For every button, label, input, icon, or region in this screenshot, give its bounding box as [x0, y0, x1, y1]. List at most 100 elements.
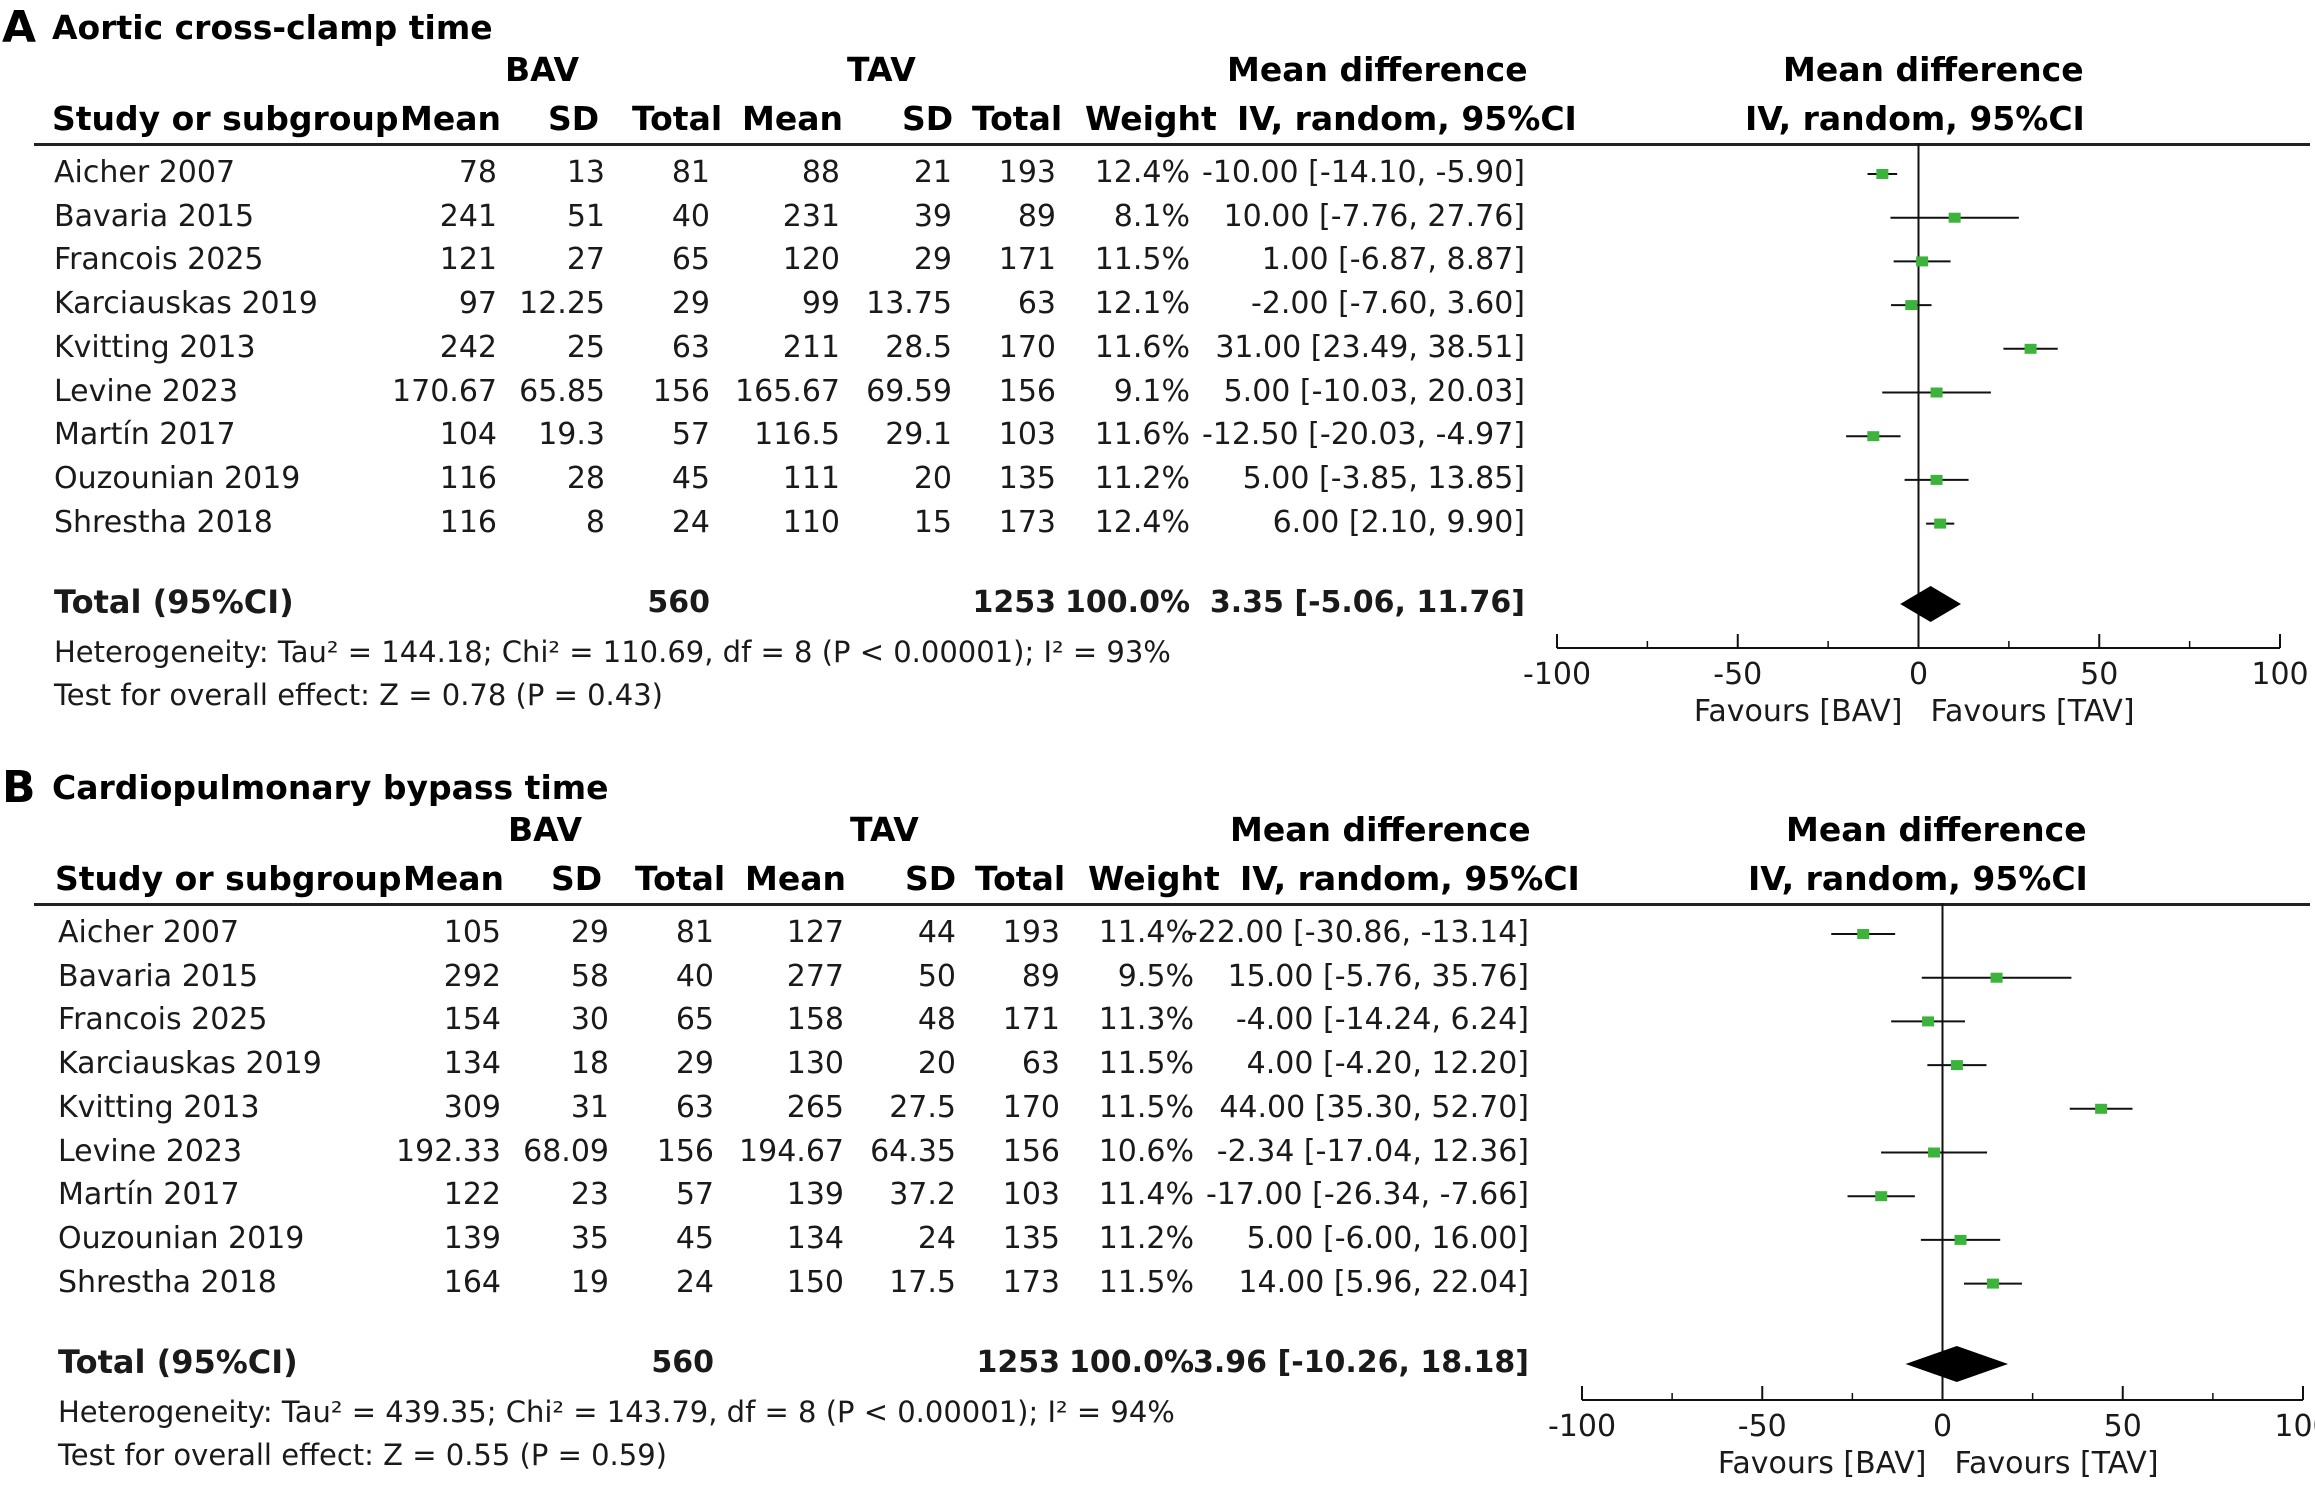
cell-tav-sd: 29.1	[885, 417, 952, 453]
cell-tav-sd: 17.5	[889, 1264, 956, 1300]
cell-tav-sd: 50	[917, 958, 956, 994]
x-tick-label: -100	[1548, 1409, 1616, 1444]
cell-weight: 9.5%	[1117, 958, 1194, 994]
study-column-header: Study or subgroup	[52, 99, 399, 138]
md-subheader-table: IV, random, 95%CI	[1237, 99, 1577, 138]
cell-tav-total: 156	[1002, 1133, 1060, 1169]
cell-bav-mean: 241	[439, 198, 497, 234]
x-tick-label: 0	[1933, 1409, 1952, 1444]
favours-left-label: Favours [BAV]	[1694, 694, 1903, 729]
bav-total-header: Total	[632, 99, 723, 138]
effect-marker	[1950, 1060, 1963, 1071]
overall-effect-text: Test for overall effect: Z = 0.55 (P = 0…	[58, 1438, 667, 1472]
cell-ci-text: 10.00 [-7.76, 27.76]	[1223, 198, 1525, 234]
cell-ci-text: -17.00 [-26.34, -7.66]	[1205, 1177, 1529, 1213]
cell-ci-text: -2.00 [-7.60, 3.60]	[1250, 286, 1525, 322]
study-column-header: Study or subgroup	[55, 859, 402, 898]
cell-weight: 11.5%	[1098, 1089, 1194, 1125]
cell-tav-sd: 27.5	[889, 1089, 956, 1125]
cell-tav-total: 173	[998, 504, 1056, 540]
cell-tav-mean: 111	[782, 460, 840, 496]
cell-tav-mean: 277	[786, 958, 844, 994]
panel-letter: B	[2, 762, 36, 813]
cell-bav-mean: 121	[439, 242, 497, 278]
x-tick-label: 50	[2080, 657, 2118, 692]
cell-bav-sd: 13	[566, 155, 605, 190]
x-tick-label: -50	[1738, 1409, 1787, 1444]
cell-bav-mean: 192.33	[396, 1133, 501, 1169]
cell-bav-sd: 35	[570, 1220, 609, 1256]
cell-bav-total: 57	[675, 1177, 714, 1213]
effect-marker	[2095, 1103, 2108, 1114]
favours-right-label: Favours [TAV]	[1955, 1446, 2159, 1481]
cell-weight: 10.6%	[1098, 1133, 1194, 1169]
group1-header: BAV	[505, 50, 579, 89]
bav-total-header: Total	[635, 859, 726, 898]
md-subheader-plot: IV, random, 95%CI	[1748, 859, 2088, 898]
tav-total-header: Total	[972, 99, 1063, 138]
total-weight: 100.0%	[1065, 585, 1190, 620]
total-ci-text: 3.96 [-10.26, 18.18]	[1193, 1345, 1529, 1380]
cell-ci-text: -10.00 [-14.10, -5.90]	[1201, 155, 1525, 190]
study-name: Aicher 2007	[54, 155, 236, 190]
cell-ci-text: 5.00 [-3.85, 13.85]	[1242, 460, 1525, 496]
cell-bav-sd: 58	[570, 958, 609, 994]
cell-bav-mean: 170.67	[392, 373, 497, 409]
cell-bav-mean: 139	[443, 1220, 501, 1256]
cell-bav-total: 81	[675, 915, 714, 950]
cell-weight: 12.4%	[1094, 504, 1190, 540]
cell-ci-text: 5.00 [-10.03, 20.03]	[1223, 373, 1525, 409]
effect-marker	[1875, 1191, 1888, 1202]
total-tav-total: 1253	[972, 585, 1057, 620]
cell-bav-sd: 8	[585, 504, 605, 540]
cell-tav-sd: 21	[913, 155, 952, 190]
cell-bav-mean: 97	[458, 286, 497, 322]
cell-tav-sd: 39	[913, 198, 952, 234]
tav-mean-header: Mean	[742, 99, 843, 138]
cell-tav-mean: 265	[786, 1089, 844, 1125]
cell-weight: 11.2%	[1098, 1220, 1194, 1256]
group2-header: TAV	[847, 50, 916, 89]
cell-tav-total: 89	[1021, 958, 1060, 994]
cell-tav-mean: 158	[786, 1002, 844, 1038]
cell-tav-mean: 99	[801, 286, 840, 322]
cell-bav-sd: 29	[570, 915, 609, 950]
study-name: Francois 2025	[54, 242, 264, 278]
cell-bav-mean: 292	[443, 958, 501, 994]
pooled-diamond	[1905, 1346, 2009, 1382]
effect-marker	[1954, 1234, 1967, 1245]
weight-header: Weight	[1085, 99, 1217, 138]
cell-ci-text: 6.00 [2.10, 9.90]	[1272, 504, 1525, 540]
cell-tav-total: 135	[1002, 1220, 1060, 1256]
md-header-table: Mean difference	[1230, 810, 1531, 849]
cell-bav-sd: 68.09	[523, 1133, 609, 1169]
cell-bav-sd: 12.25	[519, 286, 605, 322]
cell-bav-total: 45	[671, 460, 710, 496]
cell-tav-total: 89	[1017, 198, 1056, 234]
cell-tav-mean: 165.67	[735, 373, 840, 409]
cell-bav-sd: 30	[570, 1002, 609, 1038]
cell-weight: 11.5%	[1094, 242, 1190, 278]
study-name: Aicher 2007	[58, 915, 240, 950]
cell-tav-sd: 13.75	[866, 286, 952, 322]
cell-tav-total: 103	[998, 417, 1056, 453]
cell-tav-total: 171	[998, 242, 1056, 278]
cell-bav-mean: 105	[443, 915, 501, 950]
effect-marker	[1928, 1147, 1941, 1158]
forest-plot-area: -100 -50 0 50 100 Favours [BAV] Favours [TAV]	[1548, 903, 2315, 1481]
bav-sd-header: SD	[548, 99, 600, 138]
cell-weight: 11.6%	[1094, 329, 1190, 365]
cell-tav-mean: 231	[782, 198, 840, 234]
cell-tav-sd: 24	[917, 1220, 956, 1256]
cell-bav-mean: 116	[439, 504, 497, 540]
cell-bav-mean: 122	[443, 1177, 501, 1213]
effect-marker	[1930, 474, 1943, 485]
panel-title: Aortic cross-clamp time	[52, 8, 493, 47]
cell-ci-text: 4.00 [-4.20, 12.20]	[1246, 1046, 1529, 1082]
cell-bav-total: 156	[652, 373, 710, 409]
x-tick-label: 50	[2104, 1409, 2142, 1444]
cell-bav-total: 40	[675, 958, 714, 994]
study-name: Shrestha 2018	[54, 504, 273, 540]
cell-tav-sd: 20	[913, 460, 952, 496]
total-tav-total: 1253	[976, 1345, 1061, 1380]
